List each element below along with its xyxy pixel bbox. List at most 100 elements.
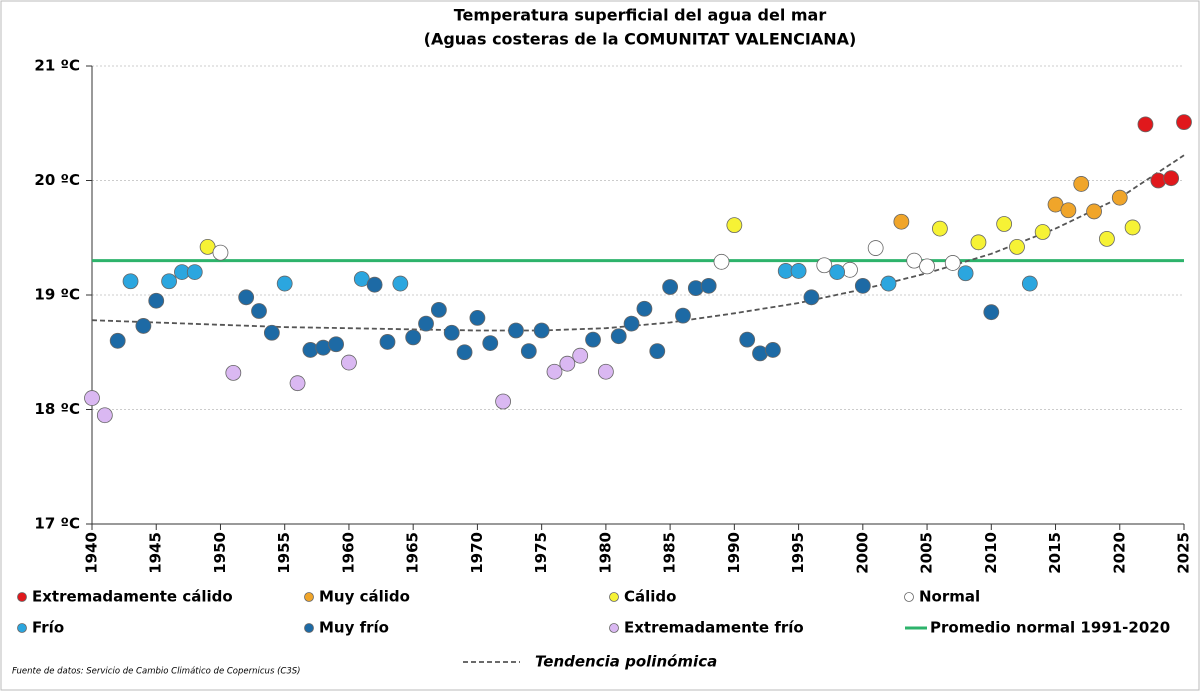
- data-point: [880, 275, 897, 292]
- legend-label: Muy frío: [319, 619, 389, 637]
- legend-label: Promedio normal 1991-2020: [930, 619, 1170, 637]
- data-point: [687, 280, 704, 297]
- data-point: [1137, 116, 1154, 133]
- legend-marker: [609, 623, 619, 633]
- data-point: [212, 244, 229, 261]
- data-point: [405, 329, 422, 346]
- x-tick-label: 1980: [596, 532, 614, 574]
- legend-marker: [17, 623, 27, 633]
- data-point: [1176, 114, 1192, 131]
- data-point: [1150, 172, 1167, 189]
- y-tick-label: 17 ºC: [34, 515, 80, 533]
- data-point: [122, 273, 139, 290]
- data-point: [533, 322, 550, 339]
- data-point: [867, 240, 884, 256]
- data-point: [572, 347, 589, 364]
- data-point: [96, 407, 113, 424]
- data-point: [739, 331, 756, 348]
- data-point: [932, 220, 948, 237]
- data-point: [713, 253, 730, 270]
- x-tick-label: 1990: [725, 532, 743, 574]
- x-tick-label: 1975: [532, 532, 550, 574]
- data-point: [84, 390, 100, 406]
- data-point: [161, 273, 177, 290]
- legend-marker: [304, 623, 314, 633]
- legend-label: Frío: [32, 619, 64, 637]
- data-point: [649, 343, 666, 360]
- chart-title: Temperatura superficial del agua del mar: [454, 6, 827, 25]
- data-point: [135, 318, 152, 334]
- data-point: [559, 355, 576, 372]
- x-tick-label: 1950: [211, 532, 229, 574]
- legend-label: Cálido: [624, 588, 676, 606]
- y-tick-label: 19 ºC: [34, 286, 80, 304]
- data-point: [469, 309, 486, 326]
- data-point: [520, 343, 537, 360]
- data-point: [816, 257, 833, 274]
- data-point: [610, 328, 627, 345]
- data-point: [379, 334, 396, 350]
- x-tick-label: 1960: [339, 532, 357, 574]
- data-point: [803, 289, 820, 306]
- x-tick-label: 1940: [83, 532, 101, 574]
- legend-label: Muy cálido: [319, 588, 410, 606]
- legend-label: Normal: [919, 588, 980, 606]
- data-point: [597, 363, 614, 380]
- data-point: [1009, 239, 1025, 255]
- data-point: [495, 393, 512, 410]
- legend-marker: [609, 592, 619, 602]
- data-point: [790, 263, 807, 279]
- legend-label: Tendencia polinómica: [535, 653, 717, 671]
- data-point: [443, 324, 460, 341]
- x-tick-label: 2000: [853, 532, 871, 574]
- data-point: [148, 292, 165, 309]
- data-point: [482, 335, 499, 351]
- data-point: [700, 277, 717, 294]
- data-point: [764, 342, 781, 358]
- x-tick-label: 2025: [1175, 532, 1193, 574]
- data-point: [726, 217, 743, 234]
- data-point: [1111, 189, 1128, 206]
- data-point: [546, 363, 563, 380]
- data-point: [251, 303, 267, 319]
- data-point: [919, 258, 935, 275]
- data-point: [842, 261, 858, 278]
- data-point: [1021, 275, 1038, 292]
- source-note: Fuente de datos: Servicio de Cambio Clim…: [12, 667, 300, 677]
- data-point: [225, 364, 242, 381]
- data-point: [662, 279, 679, 295]
- legend-label: Extremadamente cálido: [32, 588, 233, 606]
- y-tick-label: 18 ºC: [34, 400, 80, 418]
- data-point: [186, 264, 203, 281]
- data-point: [829, 264, 846, 281]
- data-point: [1086, 203, 1102, 220]
- x-tick-label: 2010: [982, 532, 1000, 574]
- data-point: [418, 315, 434, 332]
- legend-label: Extremadamente frío: [624, 619, 804, 637]
- x-tick-label: 2020: [1110, 532, 1128, 574]
- x-tick-label: 2005: [918, 532, 936, 574]
- x-tick-label: 1970: [468, 532, 486, 574]
- x-tick-label: 1985: [661, 532, 679, 574]
- data-point: [675, 307, 691, 324]
- legend-marker: [904, 592, 914, 602]
- data-point: [1099, 230, 1115, 247]
- data-point: [289, 375, 306, 392]
- y-tick-label: 21 ºC: [34, 57, 80, 75]
- data-point: [585, 331, 601, 348]
- data-point: [1060, 202, 1077, 219]
- legend-marker: [304, 592, 314, 602]
- data-point: [1124, 219, 1141, 236]
- data-point: [854, 277, 871, 294]
- data-point: [957, 265, 974, 282]
- x-tick-label: 1995: [789, 532, 807, 574]
- x-tick-label: 2015: [1046, 532, 1064, 574]
- data-point: [109, 332, 126, 349]
- data-point: [623, 315, 640, 332]
- data-point: [996, 216, 1013, 232]
- data-point: [970, 234, 987, 251]
- x-tick-label: 1955: [275, 532, 293, 574]
- data-point: [508, 322, 524, 339]
